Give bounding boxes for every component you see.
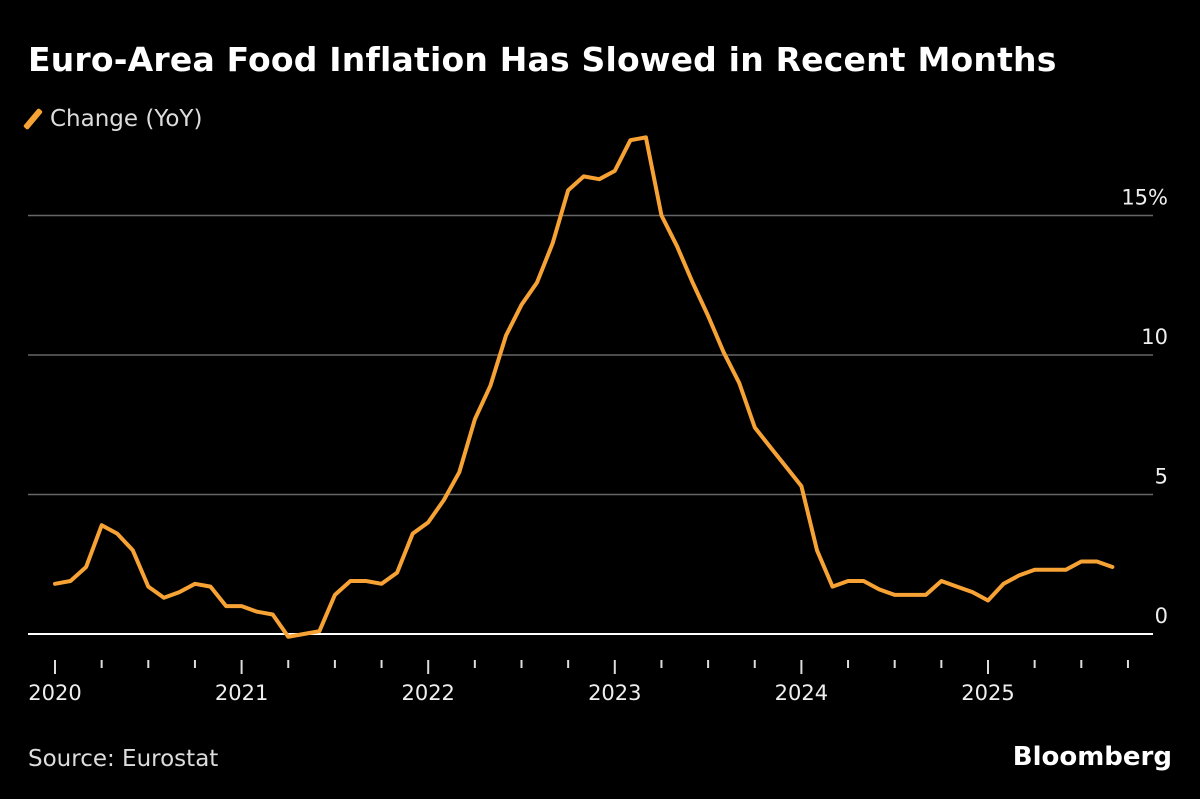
x-tick-label: 2022 (401, 681, 454, 705)
y-tick-label: 15% (1121, 186, 1168, 210)
x-tick-label: 2023 (588, 681, 641, 705)
y-tick-label: 10 (1141, 325, 1168, 349)
legend-label: Change (YoY) (50, 106, 203, 132)
legend: Change (YoY) (22, 106, 203, 132)
x-tick-label: 2021 (215, 681, 268, 705)
source-note: Source: Eurostat (28, 746, 219, 772)
x-tick-label: 2025 (961, 681, 1014, 705)
chart-title: Euro-Area Food Inflation Has Slowed in R… (28, 40, 1057, 79)
x-tick-label: 2024 (775, 681, 828, 705)
x-tick-label: 2020 (28, 681, 81, 705)
bloomberg-logo: Bloomberg (1012, 742, 1172, 772)
series-line-change-yoy (53, 135, 1115, 639)
y-tick-label: 0 (1155, 604, 1168, 628)
y-tick-label: 5 (1155, 465, 1168, 489)
